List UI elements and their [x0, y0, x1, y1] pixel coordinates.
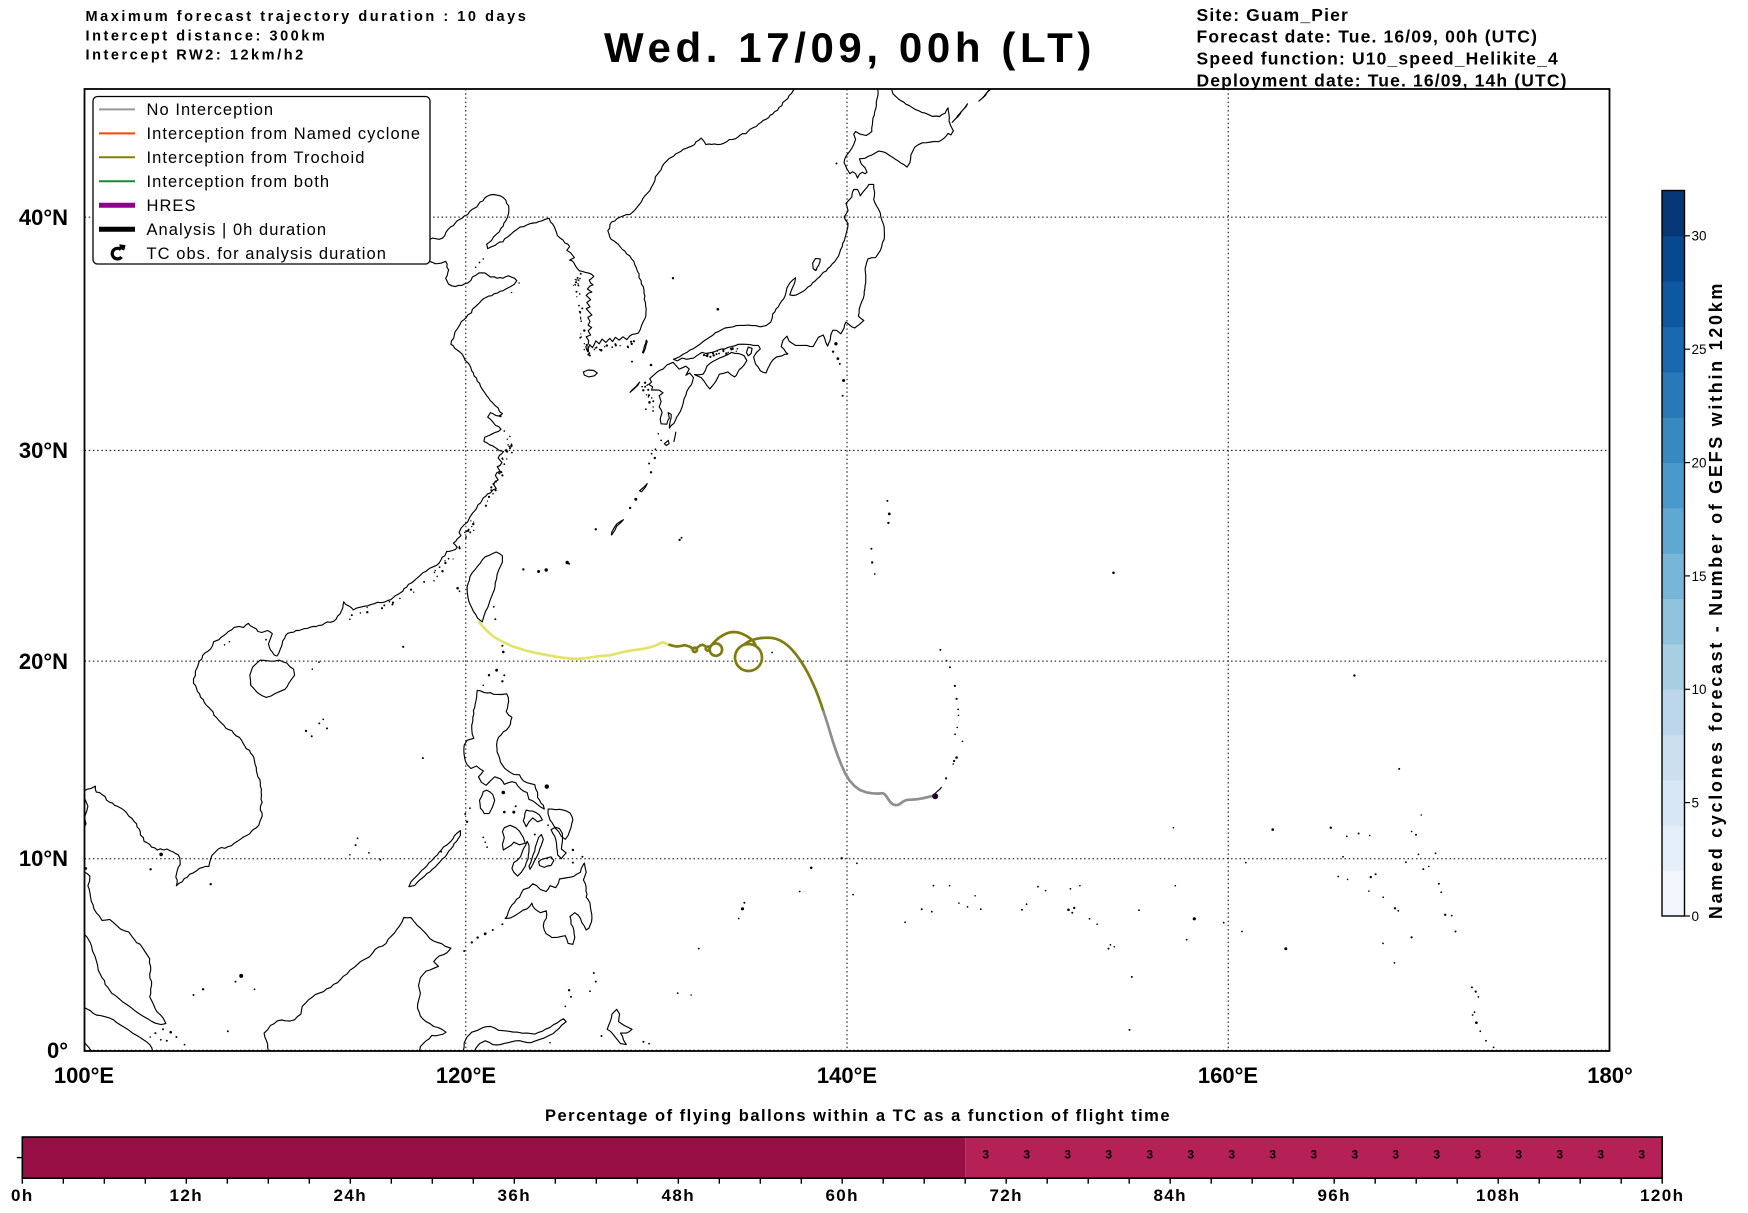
- svg-text:20°N: 20°N: [19, 649, 68, 674]
- svg-text:Speed function: U10_speed_Heli: Speed function: U10_speed_Helikite_4: [1197, 49, 1559, 69]
- svg-text:Interception from both: Interception from both: [147, 173, 331, 191]
- svg-text:96h: 96h: [1317, 1186, 1351, 1205]
- svg-text:120°E: 120°E: [436, 1063, 496, 1088]
- svg-text:84h: 84h: [1153, 1186, 1187, 1205]
- svg-text:10°N: 10°N: [19, 846, 68, 871]
- svg-text:TC obs. for analysis duration: TC obs. for analysis duration: [147, 245, 387, 263]
- svg-text:3: 3: [982, 1148, 989, 1162]
- svg-text:3: 3: [1556, 1148, 1563, 1162]
- svg-text:Percentage of flying ballons w: Percentage of flying ballons within a TC…: [545, 1107, 1171, 1125]
- svg-text:HRES: HRES: [147, 197, 197, 215]
- svg-text:140°E: 140°E: [817, 1063, 877, 1088]
- svg-text:Interception from Named cyclon: Interception from Named cyclone: [147, 125, 422, 143]
- svg-text:No Interception: No Interception: [147, 101, 275, 119]
- svg-text:25: 25: [1692, 342, 1707, 357]
- svg-text:108h: 108h: [1476, 1186, 1520, 1205]
- svg-text:Site: Guam_Pier: Site: Guam_Pier: [1197, 5, 1349, 25]
- svg-text:3: 3: [1187, 1148, 1194, 1162]
- svg-text:100°E: 100°E: [54, 1063, 114, 1088]
- svg-text:20: 20: [1692, 456, 1707, 471]
- svg-text:3: 3: [1269, 1148, 1276, 1162]
- svg-text:5: 5: [1692, 796, 1700, 811]
- svg-text:3: 3: [1474, 1148, 1481, 1162]
- svg-text:36h: 36h: [498, 1186, 532, 1205]
- svg-text:40°N: 40°N: [19, 205, 68, 230]
- svg-text:3: 3: [1228, 1148, 1235, 1162]
- svg-text:3: 3: [1433, 1148, 1440, 1162]
- svg-text:Named cyclones forecast - Numb: Named cyclones forecast - Number of GEFS…: [1706, 281, 1726, 919]
- svg-text:3: 3: [1515, 1148, 1522, 1162]
- svg-text:Maximum forecast trajectory du: Maximum forecast trajectory duration : 1…: [86, 9, 529, 25]
- svg-text:Intercept RW2: 12km/h2: Intercept RW2: 12km/h2: [86, 48, 306, 64]
- svg-text:3: 3: [1064, 1148, 1071, 1162]
- svg-text:3: 3: [1597, 1148, 1604, 1162]
- svg-text:30: 30: [1692, 229, 1707, 244]
- svg-text:Analysis | 0h duration: Analysis | 0h duration: [147, 221, 328, 239]
- svg-text:Wed. 17/09, 00h (LT): Wed. 17/09, 00h (LT): [604, 24, 1096, 71]
- svg-text:3: 3: [1351, 1148, 1358, 1162]
- svg-text:3: 3: [1310, 1148, 1317, 1162]
- svg-text:60h: 60h: [825, 1186, 859, 1205]
- svg-text:180°: 180°: [1587, 1063, 1633, 1088]
- svg-text:0h: 0h: [11, 1186, 34, 1205]
- svg-text:Deployment date: Tue. 16/09, 1: Deployment date: Tue. 16/09, 14h (UTC): [1197, 70, 1568, 90]
- svg-text:3: 3: [1023, 1148, 1030, 1162]
- svg-text:48h: 48h: [662, 1186, 696, 1205]
- svg-text:3: 3: [1146, 1148, 1153, 1162]
- svg-text:15: 15: [1692, 569, 1707, 584]
- svg-text:3: 3: [1638, 1148, 1645, 1162]
- svg-text:12h: 12h: [170, 1186, 204, 1205]
- svg-text:24h: 24h: [334, 1186, 368, 1205]
- svg-text:Interception from Trochoid: Interception from Trochoid: [147, 149, 366, 167]
- svg-text:0°: 0°: [47, 1038, 68, 1063]
- svg-text:120h: 120h: [1640, 1186, 1684, 1205]
- svg-text:0: 0: [1692, 909, 1700, 924]
- svg-text:Forecast date: Tue. 16/09, 00h: Forecast date: Tue. 16/09, 00h (UTC): [1197, 27, 1539, 47]
- svg-text:Intercept distance: 300km: Intercept distance: 300km: [86, 28, 328, 44]
- svg-text:3: 3: [1105, 1148, 1112, 1162]
- svg-text:10: 10: [1692, 682, 1707, 697]
- svg-text:30°N: 30°N: [19, 438, 68, 463]
- svg-text:160°E: 160°E: [1198, 1063, 1258, 1088]
- svg-text:3: 3: [1392, 1148, 1399, 1162]
- svg-text:72h: 72h: [989, 1186, 1023, 1205]
